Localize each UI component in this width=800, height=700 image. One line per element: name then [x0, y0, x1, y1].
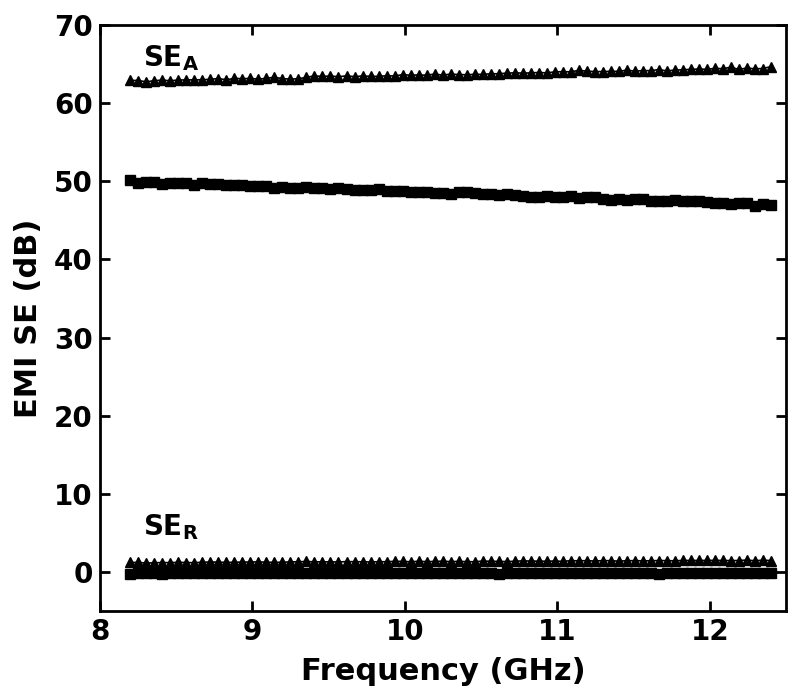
X-axis label: Frequency (GHz): Frequency (GHz)	[301, 657, 586, 686]
Y-axis label: EMI SE (dB): EMI SE (dB)	[14, 218, 43, 418]
Text: $\mathbf{SE_R}$: $\mathbf{SE_R}$	[142, 512, 198, 542]
Text: $\mathbf{SE_A}$: $\mathbf{SE_A}$	[142, 43, 198, 73]
